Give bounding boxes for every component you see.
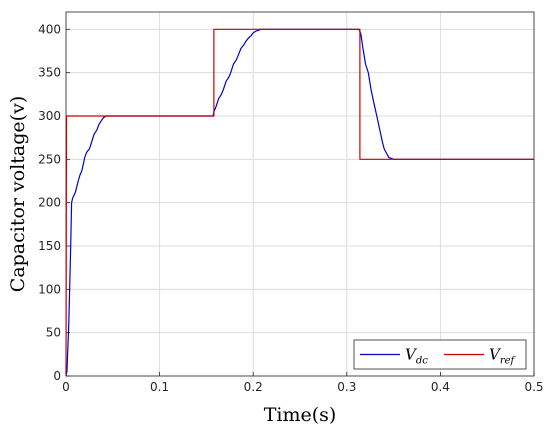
x-tick-label: 0.3 [337,380,356,394]
y-tick-label: 400 [38,22,61,36]
x-tick-label: 0.5 [524,380,543,394]
legend-label-ref: Vref [489,346,517,367]
y-tick-label: 50 [46,326,61,340]
x-axis-label: Time(s) [264,404,337,426]
y-tick-label: 0 [53,369,61,383]
legend-label-main: V [489,346,502,364]
x-tick-label: 0.2 [244,380,263,394]
y-tick-label: 150 [38,239,61,253]
legend-label-subscript: ref [500,356,517,367]
y-tick-label: 300 [38,109,61,123]
y-tick-label: 100 [38,282,61,296]
legend: Vdc Vref [353,339,527,370]
series-line-dc [65,28,534,377]
legend-label-dc: Vdc [405,346,428,367]
y-tick-label: 250 [38,152,61,166]
series-line-ref [65,28,534,377]
y-axis-label: Capacitor voltage(v) [7,96,29,292]
y-tick-label: 200 [38,196,61,210]
x-tick-label: 0.4 [431,380,450,394]
legend-label-main: V [405,346,418,364]
legend-label-subscript: dc [416,356,428,367]
series-lines [65,28,534,377]
plot-area [65,11,535,377]
grid [65,12,535,377]
tick-labels: 0 0.1 0.2 0.3 0.4 0.5 0 50 100 150 200 250 300 350 400 [38,22,543,394]
y-tick-label: 350 [38,66,61,80]
x-tick-label: 0.1 [150,380,169,394]
x-tick-label: 0 [62,380,70,394]
